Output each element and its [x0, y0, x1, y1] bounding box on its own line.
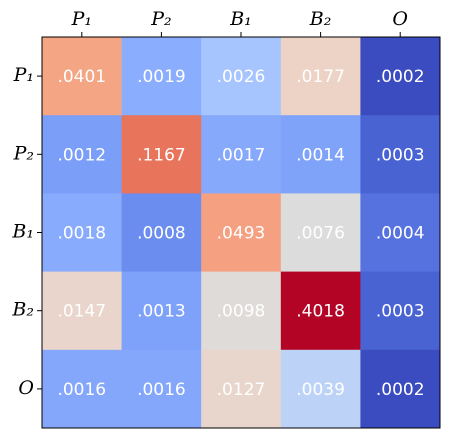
cell-value-label: .0013	[137, 302, 186, 322]
cell-value-label: .0016	[137, 380, 186, 400]
heatmap-cell	[201, 193, 282, 273]
cell-value-label: .0177	[296, 67, 345, 87]
y-tick-label: P₁	[13, 64, 34, 86]
x-tick-label: O	[392, 8, 408, 30]
heatmap-cell	[42, 115, 123, 194]
y-tick-label: O	[18, 377, 34, 399]
cell-value-label: .0003	[376, 145, 425, 165]
heatmap-cell	[121, 193, 202, 273]
cell-value-label: .0014	[296, 145, 345, 165]
heatmap-cell	[201, 349, 282, 429]
heatmap-cell	[360, 115, 441, 194]
x-tick-label: B₁	[229, 8, 252, 30]
x-tick-label: P₂	[150, 8, 171, 30]
cell-value-label: .0147	[57, 302, 106, 322]
heatmap-cell	[121, 349, 202, 429]
heatmap-cell	[42, 193, 123, 273]
heatmap-cell	[360, 37, 441, 116]
cell-value-label: .0019	[137, 67, 186, 87]
heatmap-cell	[42, 37, 123, 116]
y-tick-label: B₁	[11, 221, 34, 243]
heatmap-cell	[121, 271, 202, 351]
cell-value-label: .0012	[57, 145, 106, 165]
heatmap-cell	[280, 349, 361, 429]
heatmap-cell	[42, 349, 123, 429]
heatmap-cell	[280, 115, 361, 194]
heatmap-cell	[201, 37, 282, 116]
cell-value-label: .0401	[57, 67, 106, 87]
cell-value-label: .0127	[217, 380, 266, 400]
cell-value-label: .0076	[296, 224, 345, 244]
cell-value-label: .0018	[57, 224, 106, 244]
heatmap-cell	[121, 37, 202, 116]
x-tick-label: P₁	[71, 8, 92, 30]
cell-value-label: .0016	[57, 380, 106, 400]
cell-value-label: .1167	[137, 145, 186, 165]
heatmap-cell	[280, 193, 361, 273]
cell-value-label: .0017	[217, 145, 266, 165]
cell-value-label: .0493	[217, 224, 266, 244]
cell-value-label: .0002	[376, 380, 425, 400]
cell-value-label: .0039	[296, 380, 345, 400]
cell-value-label: .0004	[376, 224, 425, 244]
heatmap-cell	[360, 193, 441, 273]
heatmap-cell	[201, 115, 282, 194]
heatmap-cell	[201, 271, 282, 351]
heatmap-cell	[360, 271, 441, 351]
x-tick-label: B₂	[309, 8, 332, 30]
y-tick-label: P₂	[13, 142, 34, 164]
heatmap-cell	[280, 271, 361, 351]
heatmap-cell	[360, 349, 441, 429]
heatmap-cell	[280, 37, 361, 116]
y-tick-label: B₂	[11, 299, 34, 321]
heatmap-cell	[42, 271, 123, 351]
cell-value-label: .0098	[217, 302, 266, 322]
plot-frame	[41, 36, 441, 429]
cell-value-label: .0008	[137, 224, 186, 244]
cell-value-label: .0003	[376, 302, 425, 322]
heatmap-cell	[121, 115, 202, 194]
cell-value-label: .0002	[376, 67, 425, 87]
cell-value-label: .4018	[296, 302, 345, 322]
cell-value-label: .0026	[217, 67, 266, 87]
